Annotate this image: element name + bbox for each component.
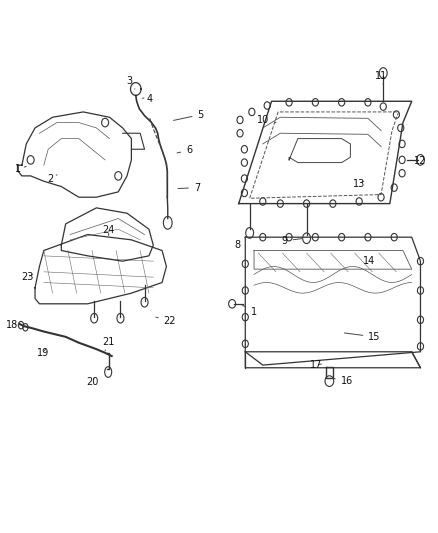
Text: 9: 9 <box>282 236 302 246</box>
Text: 14: 14 <box>363 251 375 266</box>
Text: 15: 15 <box>344 332 381 342</box>
Text: 7: 7 <box>178 183 200 192</box>
Text: 8: 8 <box>234 238 245 250</box>
Text: 10: 10 <box>257 115 276 125</box>
Text: 13: 13 <box>353 179 365 189</box>
Text: 16: 16 <box>333 376 353 385</box>
Text: 12: 12 <box>414 156 427 166</box>
Text: 20: 20 <box>86 377 98 386</box>
Text: 19: 19 <box>37 348 49 358</box>
Text: 5: 5 <box>173 110 204 120</box>
Text: 1: 1 <box>243 305 257 317</box>
Text: 4: 4 <box>142 94 153 103</box>
Text: 21: 21 <box>102 337 115 351</box>
Text: 23: 23 <box>21 272 33 282</box>
Text: 18: 18 <box>6 320 18 330</box>
Text: 1: 1 <box>15 165 26 174</box>
Text: 22: 22 <box>156 316 176 326</box>
Text: 11: 11 <box>375 71 387 84</box>
Text: 17: 17 <box>310 360 322 370</box>
Text: 3: 3 <box>126 76 135 89</box>
Text: 2: 2 <box>47 174 57 183</box>
Text: 24: 24 <box>102 225 115 236</box>
Text: 6: 6 <box>177 146 192 155</box>
